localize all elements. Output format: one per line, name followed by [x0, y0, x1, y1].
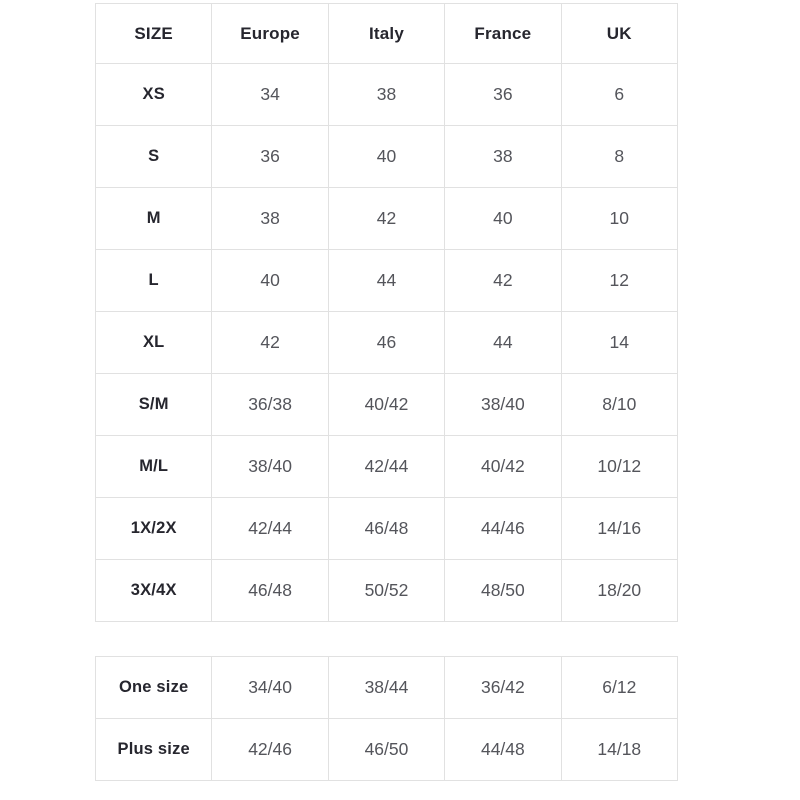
table-row-xs: XS 34 38 36 6: [94, 63, 679, 126]
table-cell: 36: [211, 125, 329, 188]
table-cell: 40/42: [327, 373, 446, 436]
column-header-uk: UK: [560, 3, 679, 64]
row-label: S/M: [94, 373, 213, 436]
table-cell: 10: [560, 187, 679, 250]
table-row-1x2x: 1X/2X 42/44 46/48 44/46 14/16: [94, 497, 679, 560]
table-cell: 42: [211, 311, 329, 374]
table-cell: 36/38: [211, 373, 329, 436]
table-row-xl: XL 42 46 44 14: [94, 311, 679, 374]
table-cell: 38: [211, 187, 329, 250]
table-cell: 44: [327, 249, 446, 312]
row-label: Plus size: [94, 718, 213, 781]
table-row-plus-size: Plus size 42/46 46/50 44/48 14/18: [94, 718, 679, 781]
table-cell: 8: [560, 125, 679, 188]
table-cell: 40/42: [444, 435, 562, 498]
row-label: L: [94, 249, 213, 312]
row-label: 3X/4X: [94, 559, 213, 622]
table-cell: 34: [211, 63, 329, 126]
row-label: S: [94, 125, 213, 188]
table-cell: 38: [444, 125, 562, 188]
row-label: M/L: [94, 435, 213, 498]
table-cell: 38/44: [327, 656, 446, 719]
table-row-l: L 40 44 42 12: [94, 249, 679, 312]
table-cell: 6/12: [560, 656, 679, 719]
table-row-s: S 36 40 38 8: [94, 125, 679, 188]
row-label: XS: [94, 63, 213, 126]
table-cell: 46: [327, 311, 446, 374]
table-cell: 6: [560, 63, 679, 126]
table-cell: 42/44: [211, 497, 329, 560]
table-row-sm: S/M 36/38 40/42 38/40 8/10: [94, 373, 679, 436]
table-cell: 44/46: [444, 497, 562, 560]
row-label: XL: [94, 311, 213, 374]
table-cell: 38/40: [211, 435, 329, 498]
table-cell: 8/10: [560, 373, 679, 436]
size-conversion-chart: SIZE Europe Italy France UK XS 34 38 36 …: [94, 3, 679, 781]
column-header-france: France: [444, 3, 562, 64]
table-cell: 44/48: [444, 718, 562, 781]
column-header-europe: Europe: [211, 3, 329, 64]
table-cell: 10/12: [560, 435, 679, 498]
table-cell: 42/46: [211, 718, 329, 781]
table-cell: 44: [444, 311, 562, 374]
header-row: SIZE Europe Italy France UK: [94, 3, 679, 64]
table-cell: 50/52: [327, 559, 446, 622]
table-cell: 34/40: [211, 656, 329, 719]
table-row-3x4x: 3X/4X 46/48 50/52 48/50 18/20: [94, 559, 679, 622]
column-header-italy: Italy: [327, 3, 446, 64]
row-label: One size: [94, 656, 213, 719]
table-cell: 38/40: [444, 373, 562, 436]
table-cell: 46/48: [211, 559, 329, 622]
table-cell: 36/42: [444, 656, 562, 719]
table-cell: 12: [560, 249, 679, 312]
table-cell: 42: [327, 187, 446, 250]
table-cell: 40: [211, 249, 329, 312]
table-row-ml: M/L 38/40 42/44 40/42 10/12: [94, 435, 679, 498]
table-cell: 40: [444, 187, 562, 250]
table-cell: 46/48: [327, 497, 446, 560]
column-header-size: SIZE: [94, 3, 213, 64]
table-cell: 38: [327, 63, 446, 126]
row-label: M: [94, 187, 213, 250]
table-row-m: M 38 42 40 10: [94, 187, 679, 250]
table-cell: 46/50: [327, 718, 446, 781]
table-cell: 42/44: [327, 435, 446, 498]
table-gap: [95, 622, 678, 656]
table-row-one-size: One size 34/40 38/44 36/42 6/12: [94, 656, 679, 719]
table-cell: 40: [327, 125, 446, 188]
table-cell: 48/50: [444, 559, 562, 622]
table-cell: 36: [444, 63, 562, 126]
size-conversion-table: SIZE Europe Italy France UK XS 34 38 36 …: [94, 3, 679, 622]
table-cell: 14/16: [560, 497, 679, 560]
table-cell: 14: [560, 311, 679, 374]
row-label: 1X/2X: [94, 497, 213, 560]
special-sizes-table: One size 34/40 38/44 36/42 6/12 Plus siz…: [94, 656, 679, 781]
table-cell: 18/20: [560, 559, 679, 622]
table-cell: 14/18: [560, 718, 679, 781]
table-cell: 42: [444, 249, 562, 312]
